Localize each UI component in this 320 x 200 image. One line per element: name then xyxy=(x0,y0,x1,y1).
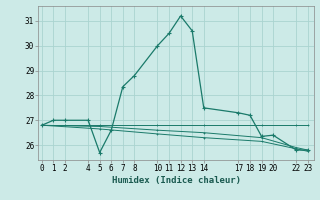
X-axis label: Humidex (Indice chaleur): Humidex (Indice chaleur) xyxy=(111,176,241,185)
